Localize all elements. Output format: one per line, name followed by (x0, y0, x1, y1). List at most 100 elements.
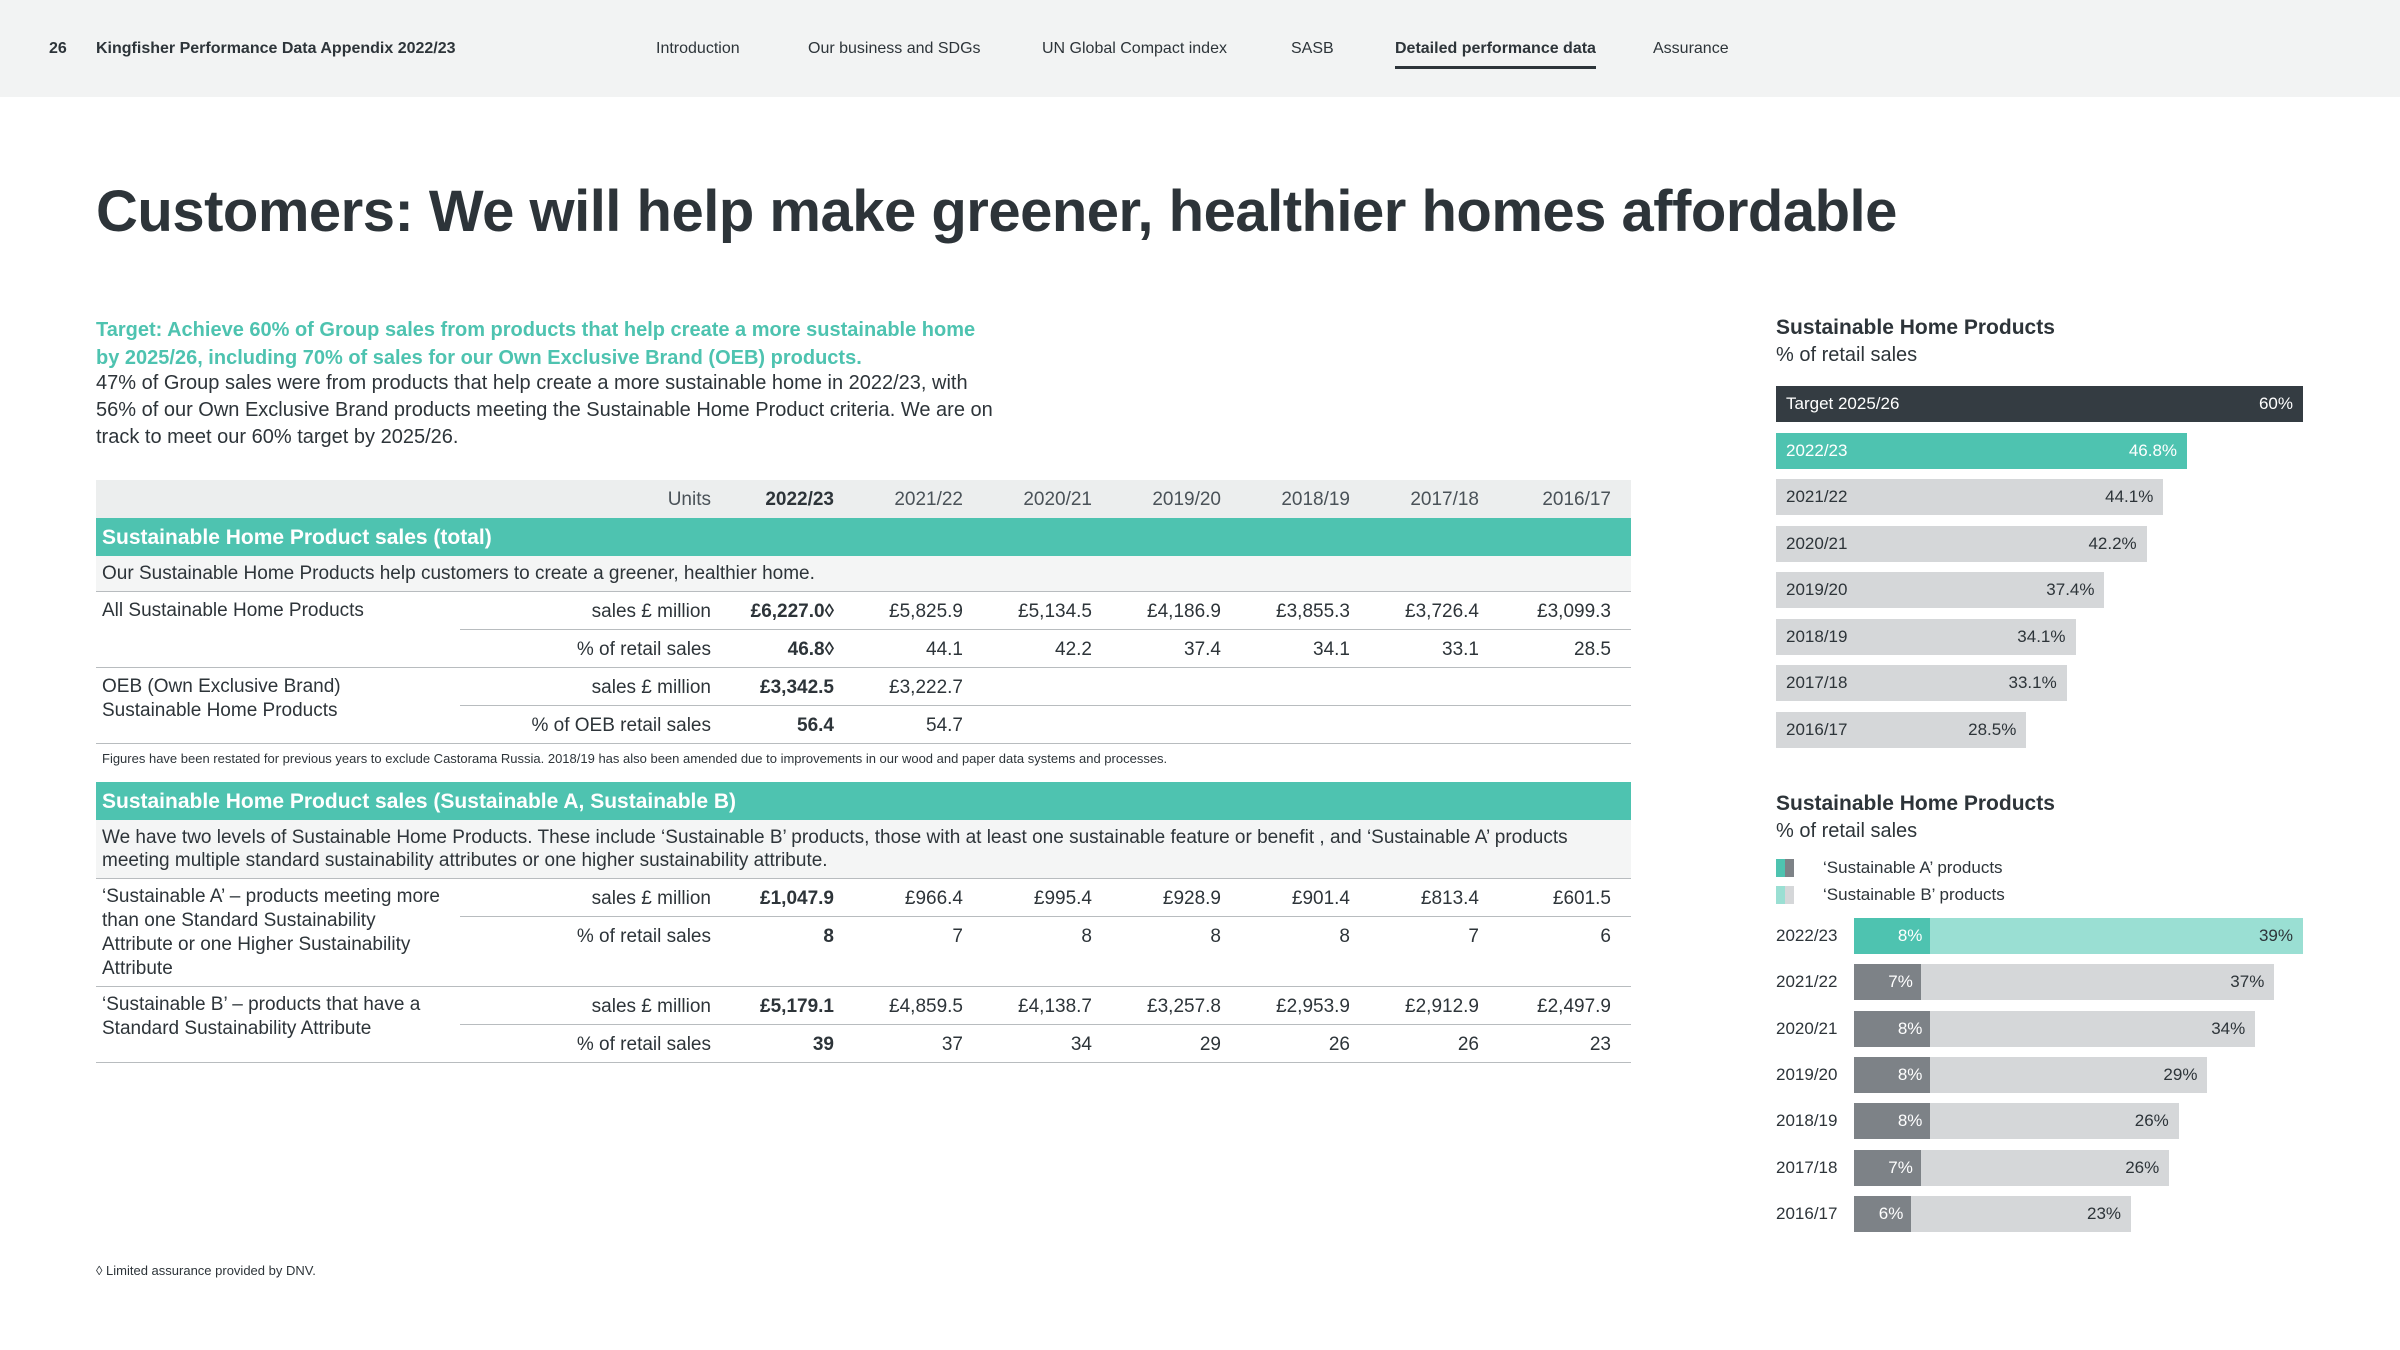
segment-value-label: 37% (2230, 972, 2265, 992)
unit-cell: % of retail sales (576, 1034, 711, 1055)
value-cell: 26 (1457, 1034, 1479, 1055)
table-footnote: Figures have been restated for previous … (102, 751, 1168, 766)
bar-segment-sustainable-a: 6% (1854, 1195, 1912, 1232)
value-cell: £6,227.0◊ (750, 601, 834, 622)
bar-value-label: 37.4% (2046, 580, 2095, 599)
nav-assurance[interactable]: Assurance (1653, 40, 1729, 57)
legend-label: ‘Sustainable B’ products (1823, 885, 2005, 904)
value-cell: £2,912.9 (1405, 996, 1479, 1017)
bar-value-label: 34.1% (2017, 626, 2066, 646)
segment-value-label: 7% (1888, 1157, 1913, 1177)
chart-subtitle: % of retail sales (1776, 344, 1918, 366)
row-divider (96, 743, 1631, 744)
nav-introduction[interactable]: Introduction (656, 40, 740, 57)
unit-cell: sales £ million (591, 996, 711, 1017)
value-cell: £2,953.9 (1276, 996, 1350, 1017)
row-label: ‘Sustainable B’ – products that have a S… (102, 994, 421, 1039)
value-cell: 28.5 (1574, 639, 1611, 660)
value-cell: 7 (1468, 926, 1479, 947)
value-cell: 56.4 (797, 715, 834, 736)
bar-category-label: 2017/18 (1786, 673, 1848, 692)
nav-sasb[interactable]: SASB (1291, 40, 1334, 57)
segment-value-label: 29% (2163, 1064, 2198, 1084)
value-cell: 39 (812, 1034, 834, 1055)
category-label: 2017/18 (1776, 1157, 1838, 1177)
row-divider (460, 629, 1631, 630)
bar-value-label: 60% (2258, 394, 2293, 413)
unit-cell: sales £ million (591, 677, 711, 698)
page-number: 26 (49, 40, 67, 57)
chart-bar: 2018/19 34.1% (1776, 618, 2076, 655)
bar-segment-sustainable-b: 26% (1930, 1103, 2179, 1140)
table-row: OEB (Own Exclusive Brand) Sustainable Ho… (96, 668, 1631, 721)
nav-un-global-compact-index[interactable]: UN Global Compact index (1042, 40, 1227, 57)
section-heading: Sustainable Home Product sales (Sustaina… (96, 782, 1631, 820)
target-statement: Target: Achieve 60% of Group sales from … (96, 319, 976, 369)
bar-value-label: 33.1% (2008, 673, 2057, 692)
row-label: All Sustainable Home Products (102, 600, 364, 621)
nav-our-business-sdgs[interactable]: Our business and SDGs (808, 40, 981, 57)
year-header: 2017/18 (1410, 489, 1479, 510)
top-navigation-bar: 26 Kingfisher Performance Data Appendix … (0, 0, 2400, 97)
unit-cell: sales £ million (591, 601, 711, 622)
section-note: Our Sustainable Home Products help custo… (96, 556, 1631, 592)
value-cell: 37.4 (1184, 639, 1221, 660)
category-label: 2022/23 (1776, 926, 1838, 945)
legend-label: ‘Sustainable A’ products (1823, 858, 2003, 877)
category-label: 2018/19 (1776, 1111, 1838, 1131)
segment-value-label: 8% (1897, 926, 1923, 945)
bar-value-label: 46.8% (2128, 440, 2178, 460)
row-divider (460, 1024, 1631, 1025)
page-title: Customers: We will help make greener, he… (96, 179, 1897, 244)
value-cell: 33.1 (1442, 639, 1479, 660)
bar-value-label: 42.2% (2088, 533, 2137, 553)
value-cell: 29 (1199, 1034, 1221, 1055)
segment-value-label: 8% (1897, 1064, 1923, 1084)
category-label: 2020/21 (1776, 1018, 1838, 1038)
unit-cell: % of retail sales (576, 639, 711, 660)
segment-value-label: 23% (2087, 1203, 2122, 1223)
chart-bar: Target 2025/26 60% (1776, 386, 2303, 422)
legend-swatch-b-other (1785, 886, 1794, 904)
bar-segment-sustainable-a: 8% (1854, 918, 1931, 954)
section-heading: Sustainable Home Product sales (total) (96, 518, 1631, 556)
segment-value-label: 26% (2125, 1157, 2160, 1177)
value-cell: £813.4 (1420, 888, 1479, 909)
chart-bar: 2020/21 42.2% (1776, 525, 2147, 562)
value-cell: 7 (952, 926, 963, 947)
value-cell: £928.9 (1162, 888, 1221, 909)
row-divider (96, 986, 1631, 987)
bar-category-label: 2021/22 (1786, 487, 1848, 506)
value-cell: 23 (1589, 1034, 1611, 1055)
intro-paragraph: 47% of Group sales were from products th… (96, 372, 993, 448)
table-row: All Sustainable Home Products sales £ mi… (96, 592, 1631, 630)
value-cell: £5,825.9 (889, 601, 963, 622)
table-row: % of OEB retail sales 56.4 54.7 (96, 706, 1631, 744)
table-row: % of retail sales 39 37 34 29 26 26 23 (96, 1025, 1631, 1063)
performance-table: Units 2022/23 2021/22 2020/21 2019/20 20… (96, 480, 1631, 1063)
table-row: ‘Sustainable B’ – products that have a S… (96, 987, 1631, 1039)
chart-bar: 2017/18 33.1% (1776, 665, 2067, 701)
value-cell: £3,855.3 (1276, 601, 1350, 622)
segment-value-label: 34% (2211, 1018, 2246, 1038)
bar-segment-sustainable-a: 7% (1854, 1149, 1921, 1186)
category-label: 2016/17 (1776, 1203, 1838, 1223)
segment-value-label: 39% (2258, 926, 2293, 945)
row-divider (96, 667, 1631, 668)
bar-category-label: 2020/21 (1786, 533, 1848, 553)
value-cell: £995.4 (1033, 888, 1092, 909)
segment-value-label: 8% (1897, 1018, 1923, 1038)
bar-segment-sustainable-b: 26% (1920, 1149, 2170, 1186)
category-label: 2019/20 (1776, 1064, 1838, 1084)
year-header: 2018/19 (1281, 489, 1350, 510)
nav-detailed-performance-data[interactable]: Detailed performance data (1395, 40, 1596, 69)
value-cell: £3,726.4 (1405, 601, 1479, 622)
table-row: % of retail sales 46.8◊ 44.1 42.2 37.4 3… (96, 630, 1631, 668)
table-row: ‘Sustainable A’ – products meeting more … (96, 879, 1631, 979)
value-cell: £4,859.5 (889, 996, 963, 1017)
year-header: 2022/23 (765, 489, 834, 510)
bar-segment-sustainable-a: 8% (1854, 1010, 1931, 1047)
section-note: We have two levels of Sustainable Home P… (96, 820, 1631, 879)
value-cell: 26 (1328, 1034, 1350, 1055)
value-cell: 8 (1339, 926, 1350, 947)
